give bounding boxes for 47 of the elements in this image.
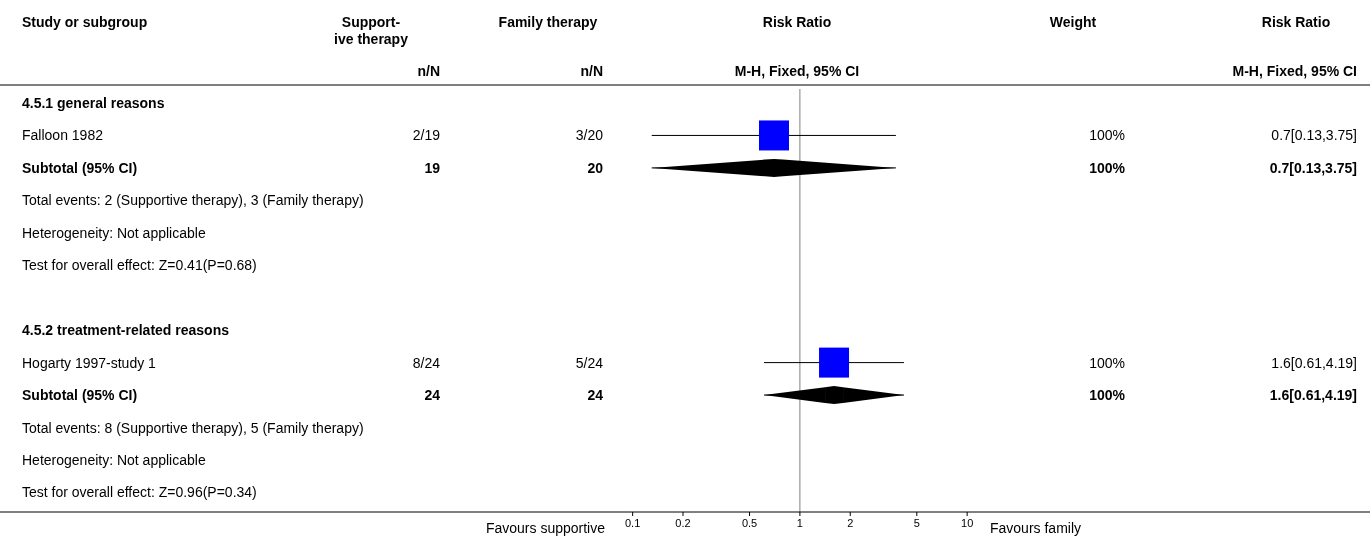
category-label: 100% <box>1089 127 1125 144</box>
x-tick-label: 5 <box>913 517 920 529</box>
category-label: 24 <box>587 387 604 404</box>
category-label: Test for overall effect: Z=0.41(P=0.68) <box>22 257 257 274</box>
category-label: 1.6[0.61,4.19] <box>1269 387 1357 404</box>
category-label: 5/24 <box>575 354 604 371</box>
category-label: 4.5.1 general reasons <box>22 95 165 111</box>
category-label: 0.7[0.13,3.75] <box>1271 127 1357 144</box>
category-label: 1.6[0.61,4.19] <box>1271 354 1357 371</box>
x-tick-label: 0.1 <box>625 517 641 529</box>
x-tick-label: 0.2 <box>675 517 691 529</box>
text: Study or subgroup <box>22 14 148 30</box>
x-tick-label: 2 <box>847 517 854 529</box>
category-label: 100% <box>1089 354 1125 371</box>
category-label: 0.7[0.13,3.75] <box>1269 159 1357 176</box>
text: n/N <box>580 63 603 79</box>
category-label: 4.5.2 treatment-related reasons <box>22 322 230 339</box>
chart-subtitle: M-H, Fixed, 95% CI <box>734 63 860 79</box>
category-label: 24 <box>424 387 441 404</box>
text: Family therapy <box>498 14 598 30</box>
text: M-H, Fixed, 95% CI <box>1232 63 1357 79</box>
text: Favours supportive <box>485 520 606 536</box>
category-label: 3/20 <box>575 127 604 144</box>
category-label: Hogarty 1997-study 1 <box>22 354 157 371</box>
category-label: Total events: 2 (Supportive therapy), 3 (Family therapy) <box>22 192 364 209</box>
category-label: 8/24 <box>412 354 441 371</box>
category-label: 2/19 <box>412 127 441 144</box>
x-tick-label: 0.5 <box>741 517 758 529</box>
category-label: Falloon 1982 <box>22 127 104 144</box>
category-label: 19 <box>424 159 441 176</box>
category-label: Heterogeneity: Not applicable <box>22 451 206 468</box>
x-tick-label: 1 <box>796 517 803 529</box>
x-tick-label: 10 <box>961 517 974 529</box>
text: n/N <box>417 63 440 79</box>
category-label: Subtotal (95% CI) <box>22 159 138 176</box>
category-label: Total events: 8 (Supportive therapy), 5 (Family therapy) <box>22 419 364 436</box>
category-label: 100% <box>1089 387 1126 404</box>
text: Support- ive therapy <box>334 14 409 47</box>
category-label: Subtotal (95% CI) <box>22 387 138 404</box>
text: Weight <box>1049 14 1097 30</box>
chart-title: Risk Ratio <box>762 14 832 30</box>
category-label: Test for overall effect: Z=0.96(P=0.34) <box>22 484 257 501</box>
text: Risk Ratio <box>1261 14 1331 30</box>
text: Favours family <box>990 520 1082 536</box>
category-label: Heterogeneity: Not applicable <box>22 224 206 241</box>
category-label: 100% <box>1089 159 1126 176</box>
category-label: 20 <box>587 159 604 176</box>
